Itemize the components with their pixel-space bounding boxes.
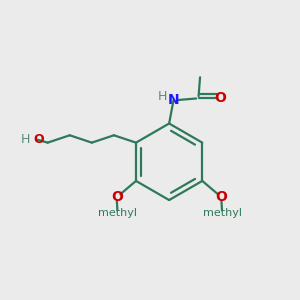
Text: H: H bbox=[21, 133, 30, 146]
Text: methyl: methyl bbox=[98, 208, 137, 218]
Text: O: O bbox=[111, 190, 123, 204]
Text: O: O bbox=[215, 190, 227, 204]
Text: methyl: methyl bbox=[202, 208, 242, 218]
Text: H: H bbox=[158, 90, 167, 103]
Text: O: O bbox=[33, 133, 44, 146]
Text: O: O bbox=[215, 92, 226, 106]
Text: N: N bbox=[168, 93, 179, 107]
